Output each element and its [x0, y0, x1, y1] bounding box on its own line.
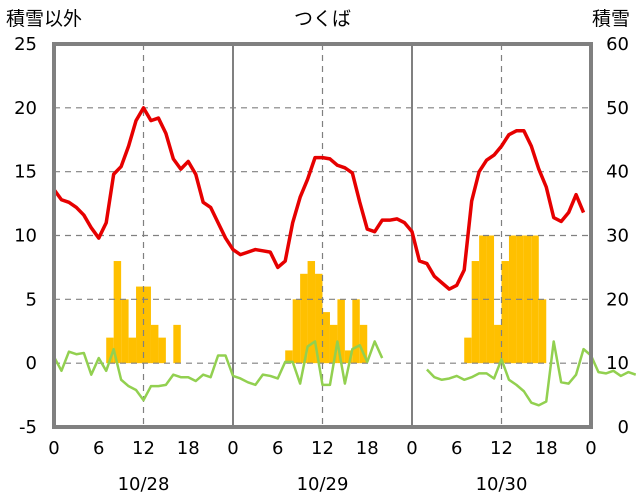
- chart-title: つくば: [294, 8, 351, 30]
- right-tick-label: 10: [606, 353, 629, 374]
- precip-bar: [486, 235, 495, 364]
- x-tick-label: 12: [132, 438, 155, 459]
- left-tick-label: 10: [14, 226, 37, 247]
- green-line-day3: [426, 340, 636, 407]
- x-tick-label: 0: [585, 438, 596, 459]
- left-y-ticks: 25 20 15 10 5 0 -5: [14, 34, 37, 438]
- precip-bar: [508, 235, 517, 364]
- precip-bar: [494, 324, 502, 364]
- x-tick-label: 0: [48, 438, 59, 459]
- left-tick-label: 5: [26, 289, 37, 310]
- x-tick-label: 18: [535, 438, 558, 459]
- precip-bar: [158, 337, 166, 364]
- left-tick-label: 15: [14, 162, 37, 183]
- precip-bar: [471, 261, 480, 364]
- date-label: 10/28: [118, 474, 170, 495]
- left-tick-label: 0: [26, 353, 37, 374]
- date-labels: 10/28 10/29 10/30: [118, 474, 528, 495]
- left-tick-label: 20: [14, 98, 37, 119]
- precip-bar: [538, 299, 547, 364]
- x-ticks: 0 6 12 18 0 6 12 18 0 6 12 18 0: [48, 438, 596, 459]
- right-tick-label: 20: [606, 289, 629, 310]
- green-line-day1: [52, 347, 235, 402]
- precip-bar: [501, 261, 509, 364]
- right-tick-label: 50: [606, 98, 629, 119]
- series-lines: [52, 106, 636, 407]
- precip-bar: [128, 337, 137, 364]
- date-label: 10/30: [476, 474, 528, 495]
- plot-frame: [52, 42, 593, 429]
- x-tick-label: 6: [93, 438, 104, 459]
- left-tick-label: -5: [19, 417, 37, 438]
- precip-bar: [329, 324, 338, 364]
- x-tick-label: 0: [227, 438, 238, 459]
- precip-bar: [121, 299, 129, 364]
- precip-bar: [307, 261, 316, 364]
- precip-bar: [337, 299, 345, 364]
- right-tick-label: 0: [618, 417, 629, 438]
- precip-bar: [464, 337, 472, 364]
- x-tick-label: 18: [177, 438, 200, 459]
- precip-bar: [300, 273, 308, 364]
- right-tick-label: 40: [606, 162, 629, 183]
- precip-bar: [479, 235, 487, 364]
- precip-bar: [531, 235, 539, 364]
- precip-bar: [143, 286, 151, 364]
- x-tick-label: 6: [272, 438, 283, 459]
- green-line-day2: [232, 340, 384, 387]
- right-axis-label: 積雪: [592, 8, 630, 30]
- red-line: [52, 106, 586, 291]
- left-axis-label: 積雪以外: [6, 8, 82, 30]
- precip-bar: [150, 324, 159, 364]
- date-label: 10/29: [297, 474, 349, 495]
- precip-bar: [359, 324, 368, 364]
- precip-bar: [344, 350, 353, 364]
- x-tick-label: 6: [451, 438, 462, 459]
- precip-bar: [173, 324, 181, 364]
- right-tick-label: 30: [606, 226, 629, 247]
- precip-bar: [285, 350, 293, 364]
- right-y-ticks: 60 50 40 30 20 10 0: [606, 34, 629, 438]
- precip-bar: [113, 261, 122, 364]
- x-tick-label: 12: [311, 438, 334, 459]
- x-tick-label: 18: [356, 438, 379, 459]
- left-tick-label: 25: [14, 34, 37, 55]
- precip-bar: [352, 299, 360, 364]
- precip-bar: [315, 273, 323, 364]
- precip-bar: [292, 299, 301, 364]
- right-tick-label: 60: [606, 34, 629, 55]
- precip-bars: [106, 235, 547, 364]
- precip-bar: [322, 312, 330, 364]
- x-tick-label: 0: [406, 438, 417, 459]
- grid-lines: [54, 44, 591, 427]
- x-tick-label: 12: [490, 438, 513, 459]
- precip-bar: [106, 337, 114, 364]
- precip-bar: [136, 286, 144, 364]
